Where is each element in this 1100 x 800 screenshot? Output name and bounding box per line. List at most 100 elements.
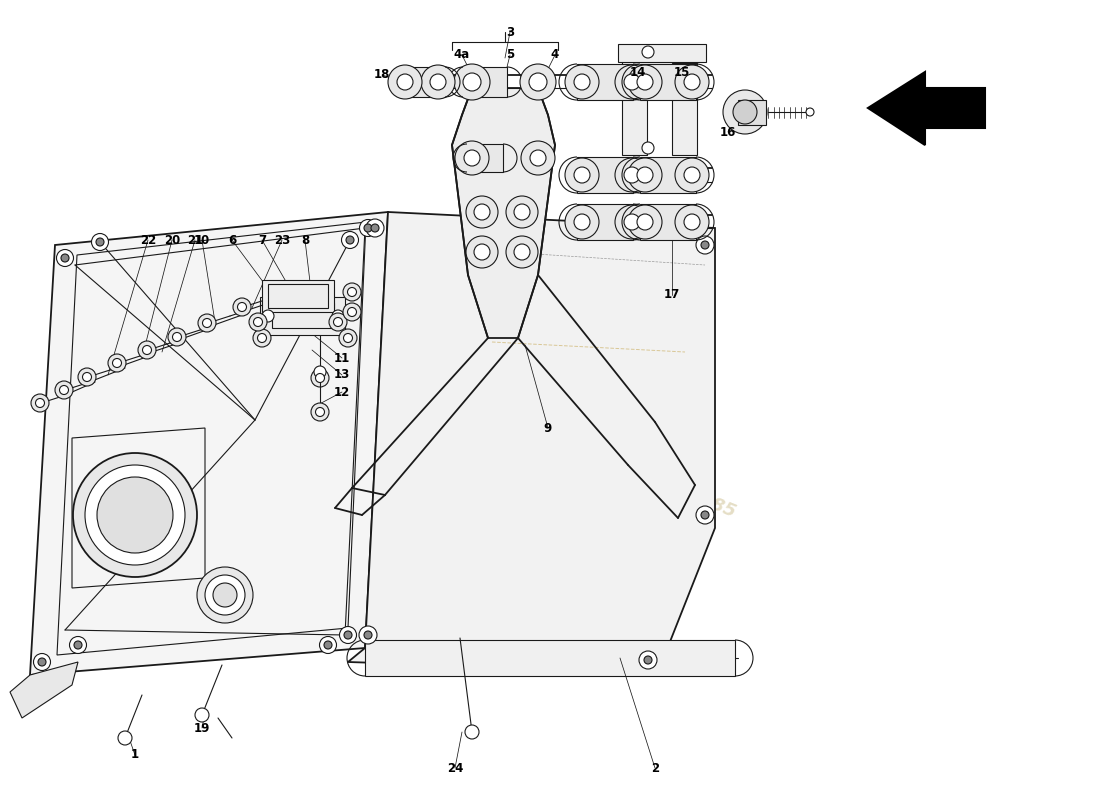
Bar (405, 67, 446, 97)
Circle shape (565, 205, 600, 239)
Text: 8: 8 (301, 234, 309, 246)
Circle shape (360, 219, 376, 237)
Circle shape (364, 224, 372, 232)
Circle shape (97, 477, 173, 553)
Circle shape (637, 214, 653, 230)
Circle shape (198, 314, 216, 332)
Circle shape (311, 403, 329, 421)
Circle shape (262, 310, 274, 322)
Circle shape (60, 254, 69, 262)
Circle shape (530, 150, 546, 166)
Text: 10: 10 (194, 234, 210, 246)
Circle shape (466, 236, 498, 268)
Bar (618, 44, 706, 62)
Circle shape (253, 318, 263, 326)
Circle shape (733, 100, 757, 124)
Circle shape (388, 65, 422, 99)
Circle shape (343, 283, 361, 301)
Circle shape (696, 236, 714, 254)
Circle shape (195, 708, 209, 722)
Text: 23: 23 (274, 234, 290, 246)
Text: 4a: 4a (454, 49, 470, 62)
Circle shape (642, 142, 654, 154)
Circle shape (628, 65, 662, 99)
Circle shape (696, 506, 714, 524)
Bar (640, 157, 696, 193)
Circle shape (213, 583, 236, 607)
Circle shape (455, 141, 490, 175)
Bar (640, 64, 696, 100)
Bar (272, 303, 334, 328)
Circle shape (642, 46, 654, 58)
Circle shape (615, 65, 649, 99)
Polygon shape (348, 212, 715, 672)
Bar (621, 57, 694, 82)
Circle shape (466, 196, 498, 228)
Circle shape (118, 731, 132, 745)
Circle shape (108, 354, 126, 372)
Circle shape (55, 381, 73, 399)
Circle shape (341, 231, 359, 249)
Circle shape (73, 453, 197, 577)
Circle shape (249, 313, 267, 331)
Text: 9: 9 (543, 422, 552, 434)
Polygon shape (30, 212, 388, 675)
Circle shape (324, 641, 332, 649)
Circle shape (173, 333, 182, 342)
Circle shape (684, 214, 700, 230)
Circle shape (344, 631, 352, 639)
Bar (260, 297, 345, 335)
Text: 12: 12 (334, 386, 350, 398)
Circle shape (168, 328, 186, 346)
Circle shape (574, 74, 590, 90)
Circle shape (332, 310, 344, 322)
Circle shape (637, 167, 653, 183)
Circle shape (59, 386, 68, 394)
Circle shape (333, 318, 342, 326)
Text: 2: 2 (651, 762, 659, 774)
Circle shape (138, 341, 156, 359)
Circle shape (31, 394, 50, 412)
Circle shape (639, 651, 657, 669)
Text: 6: 6 (228, 234, 236, 246)
Circle shape (56, 250, 74, 266)
Text: 5: 5 (506, 49, 514, 62)
Polygon shape (452, 88, 556, 338)
Text: autorisation for parts since 1985: autorisation for parts since 1985 (421, 379, 738, 521)
Text: 7: 7 (257, 234, 266, 246)
Circle shape (197, 567, 253, 623)
Bar (365, 640, 735, 676)
Circle shape (316, 374, 324, 382)
Bar (640, 204, 696, 240)
Circle shape (565, 158, 600, 192)
Circle shape (474, 244, 490, 260)
Circle shape (624, 214, 640, 230)
Text: 18: 18 (374, 69, 390, 82)
Circle shape (701, 511, 710, 519)
Circle shape (684, 74, 700, 90)
Circle shape (319, 637, 337, 654)
Bar (672, 63, 697, 155)
Text: 17: 17 (664, 289, 680, 302)
Circle shape (329, 313, 346, 331)
Circle shape (421, 65, 455, 99)
Bar (578, 157, 632, 193)
Circle shape (366, 219, 384, 237)
Circle shape (615, 158, 649, 192)
Circle shape (644, 656, 652, 664)
Circle shape (343, 303, 361, 321)
Circle shape (701, 241, 710, 249)
Text: 16: 16 (719, 126, 736, 138)
Bar (468, 144, 503, 172)
Circle shape (359, 626, 377, 644)
Text: 14: 14 (630, 66, 646, 78)
Bar (621, 63, 647, 155)
Circle shape (474, 204, 490, 220)
Circle shape (514, 204, 530, 220)
Circle shape (521, 141, 556, 175)
Circle shape (430, 74, 446, 90)
Text: 15: 15 (674, 66, 690, 78)
Circle shape (85, 465, 185, 565)
Circle shape (39, 658, 46, 666)
Circle shape (565, 65, 600, 99)
